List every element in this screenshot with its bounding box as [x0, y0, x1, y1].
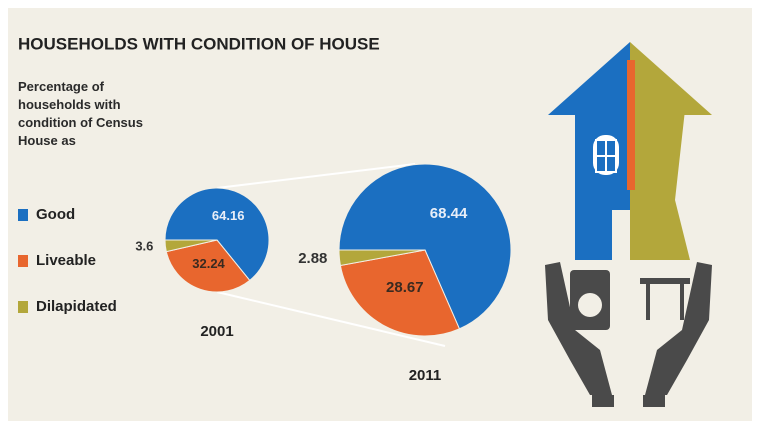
pie-slice — [164, 187, 270, 282]
value-label: 68.44 — [430, 205, 468, 222]
chart-title: HOUSEHOLDS WITH CONDITION OF HOUSE — [18, 34, 380, 53]
legend-label: Good — [36, 206, 75, 223]
year-label: 2001 — [200, 323, 233, 340]
subtitle: Percentage of households with condition … — [18, 79, 143, 148]
connector — [216, 291, 446, 347]
value-label: 64.16 — [212, 208, 245, 223]
value-label: 32.24 — [192, 256, 225, 271]
pie-slice — [164, 239, 218, 253]
value-label: 28.67 — [386, 279, 424, 296]
year-label: 2011 — [409, 367, 442, 384]
value-label: 2.88 — [298, 250, 327, 267]
pie-slice — [338, 249, 426, 267]
pie-slice — [338, 163, 512, 330]
legend-swatch — [18, 255, 28, 267]
value-label: 3.6 — [135, 239, 153, 254]
legend-label: Liveable — [36, 252, 96, 269]
connector — [216, 163, 416, 189]
legend-swatch — [18, 209, 28, 221]
pie-slice — [165, 239, 251, 293]
legend-swatch — [18, 301, 28, 313]
legend-label: Dilapidated — [36, 298, 117, 315]
house-icon — [545, 42, 712, 407]
pie-slice — [339, 249, 461, 337]
